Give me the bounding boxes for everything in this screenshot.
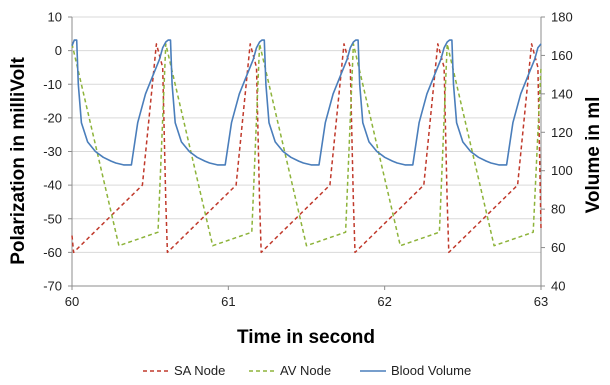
left-tick-label: 0 (55, 43, 62, 58)
left-tick-label: -50 (43, 211, 62, 226)
right-tick-label: 100 (551, 163, 573, 178)
series-line-sa-node (71, 43, 542, 254)
right-tick-label: 160 (551, 48, 573, 63)
bottom-axis-ticks: 60 61 62 63 (65, 286, 548, 309)
left-tick-label: -60 (43, 245, 62, 260)
right-tick-label: 120 (551, 125, 573, 140)
legend-label: AV Node (280, 363, 331, 378)
left-tick-label: -40 (43, 178, 62, 193)
left-tick-label: -30 (43, 144, 62, 159)
series-line-av-node (71, 43, 542, 247)
bottom-tick-label: 60 (65, 294, 79, 309)
series-lines (71, 39, 542, 254)
y-axis-title: Polarization in milliVolt (8, 57, 29, 265)
left-tick-label: 10 (48, 10, 62, 25)
left-axis-ticks: 10 0 -10 -20 -30 -40 -50 -60 -70 (43, 10, 72, 294)
right-tick-label: 60 (551, 240, 565, 255)
series-line-blood-volume (71, 39, 542, 166)
right-axis-ticks: 180 160 140 120 100 80 60 40 (541, 10, 573, 294)
bottom-tick-label: 63 (534, 294, 548, 309)
right-tick-label: 40 (551, 279, 565, 294)
bottom-tick-label: 62 (377, 294, 391, 309)
legend-label: Blood Volume (391, 363, 471, 378)
right-tick-label: 140 (551, 86, 573, 101)
bottom-tick-label: 61 (221, 294, 235, 309)
left-tick-label: -70 (43, 279, 62, 294)
right-tick-label: 180 (551, 10, 573, 25)
legend-label: SA Node (174, 363, 225, 378)
left-tick-label: -20 (43, 110, 62, 125)
x-axis-title: Time in second (237, 327, 375, 348)
y2-axis-title: Volume in ml (583, 97, 604, 214)
right-tick-label: 80 (551, 202, 565, 217)
legend: SA Node AV Node Blood Volume (143, 363, 471, 378)
left-tick-label: -10 (43, 77, 62, 92)
